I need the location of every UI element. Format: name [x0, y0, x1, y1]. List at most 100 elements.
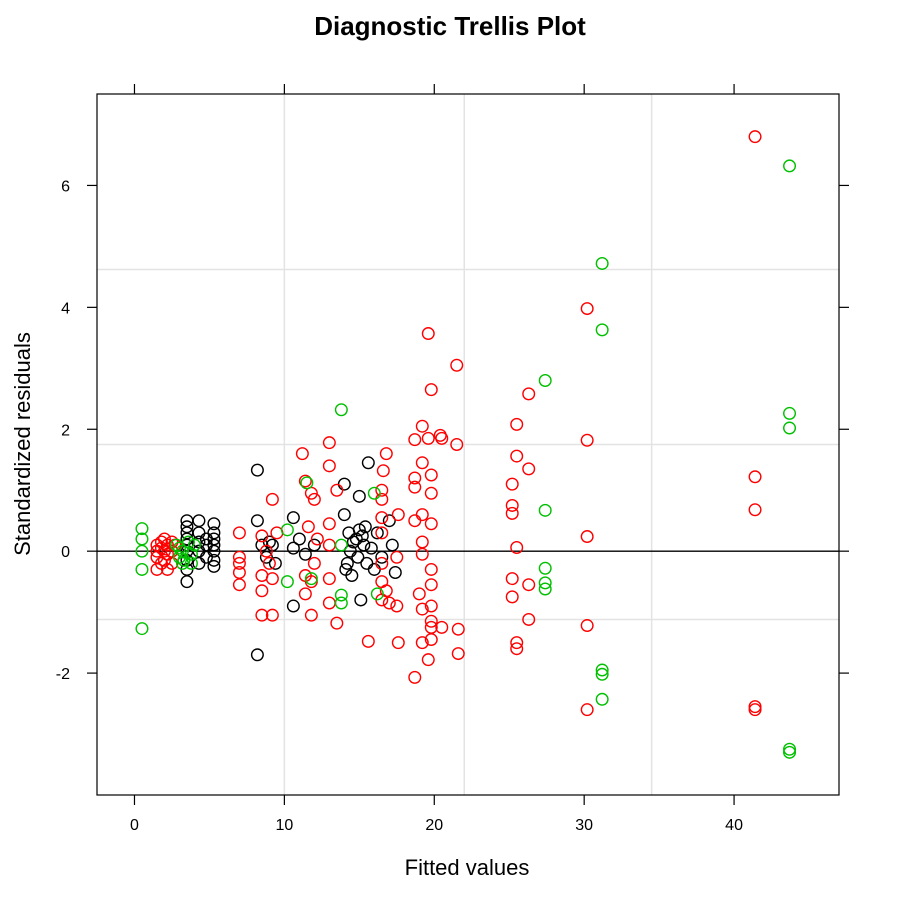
data-point [175, 544, 189, 558]
data-point [538, 582, 552, 596]
data-point [748, 503, 762, 517]
data-point [391, 508, 405, 522]
data-point [510, 642, 524, 656]
series-3 [135, 159, 797, 759]
data-point [298, 474, 312, 488]
x-tick-label: 40 [725, 817, 743, 834]
data-points [135, 130, 797, 759]
data-point [184, 556, 198, 570]
data-point [286, 541, 300, 555]
data-point [451, 622, 465, 636]
data-point [408, 433, 422, 447]
data-point [298, 547, 312, 561]
data-point [259, 550, 273, 564]
data-point [360, 556, 374, 570]
y-tick-label: 6 [61, 178, 70, 195]
data-point [538, 561, 552, 575]
data-point [352, 523, 366, 537]
data-point [510, 636, 524, 650]
data-point [157, 553, 171, 567]
data-point [595, 256, 609, 270]
data-point [337, 477, 351, 491]
data-point [595, 323, 609, 337]
data-point [580, 530, 594, 544]
data-point [415, 602, 429, 616]
data-point [376, 464, 390, 478]
data-point [783, 406, 797, 420]
data-point [424, 562, 438, 576]
data-point [298, 587, 312, 601]
data-point [232, 578, 246, 592]
data-point [286, 511, 300, 525]
data-point [435, 431, 449, 445]
data-point [595, 667, 609, 681]
data-point [255, 584, 269, 598]
chart-title: Diagnostic Trellis Plot [314, 11, 586, 41]
data-point [450, 358, 464, 372]
data-point [255, 569, 269, 583]
data-point [375, 550, 389, 564]
data-point [408, 471, 422, 485]
x-tick-label: 20 [425, 817, 443, 834]
data-point [415, 636, 429, 650]
data-point [424, 517, 438, 531]
data-point [207, 553, 221, 567]
data-point [375, 511, 389, 525]
data-point [415, 508, 429, 522]
data-point [364, 541, 378, 555]
data-point [580, 619, 594, 633]
data-point [307, 492, 321, 506]
data-point [322, 517, 336, 531]
data-point [538, 503, 552, 517]
data-point [415, 547, 429, 561]
data-point [184, 547, 198, 561]
data-point [408, 670, 422, 684]
data-point [505, 477, 519, 491]
data-point [388, 566, 402, 580]
data-point [505, 572, 519, 586]
x-tick-label: 10 [275, 817, 293, 834]
data-point [783, 742, 797, 756]
data-point [340, 556, 354, 570]
data-point [505, 590, 519, 604]
series-1 [180, 456, 402, 662]
data-point [424, 614, 438, 628]
data-point [232, 526, 246, 540]
data-point [382, 514, 396, 528]
data-point [265, 572, 279, 586]
data-point [262, 556, 276, 570]
data-point [415, 456, 429, 470]
plot-frame [96, 93, 840, 796]
data-point [232, 550, 246, 564]
data-point [337, 508, 351, 522]
data-point [135, 522, 149, 536]
data-point [379, 447, 393, 461]
data-point [408, 514, 422, 528]
x-tick-label: 0 [130, 817, 139, 834]
data-point [375, 526, 389, 540]
data-point [259, 544, 273, 558]
data-point [310, 532, 324, 546]
data-point [505, 506, 519, 520]
y-tick-label: -2 [56, 666, 70, 683]
data-point [421, 327, 435, 341]
data-point [307, 556, 321, 570]
data-point [424, 383, 438, 397]
data-point [232, 556, 246, 570]
data-point [595, 663, 609, 677]
data-point [522, 578, 536, 592]
data-point [250, 514, 264, 528]
data-point [424, 468, 438, 482]
x-tick-label: 30 [575, 817, 593, 834]
y-tick-label: 2 [61, 422, 70, 439]
data-point [304, 575, 318, 589]
data-point [154, 535, 168, 549]
data-point [268, 556, 282, 570]
data-point [748, 700, 762, 714]
data-point [357, 538, 371, 552]
data-point [375, 483, 389, 497]
data-point [379, 584, 393, 598]
data-point [421, 653, 435, 667]
data-point [367, 486, 381, 500]
data-point [330, 483, 344, 497]
